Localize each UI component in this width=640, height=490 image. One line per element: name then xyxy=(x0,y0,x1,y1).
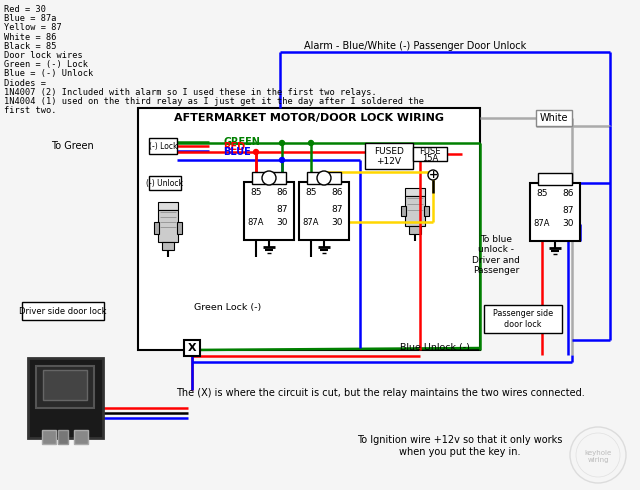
Text: To Green: To Green xyxy=(51,141,93,151)
Text: RED: RED xyxy=(223,142,245,152)
Bar xyxy=(538,173,572,185)
Text: (-) Unlock: (-) Unlock xyxy=(147,178,184,188)
Bar xyxy=(401,206,406,216)
Bar xyxy=(530,183,580,241)
Text: 86: 86 xyxy=(332,188,343,196)
Text: Blue Unlock (-): Blue Unlock (-) xyxy=(400,343,470,351)
Bar xyxy=(138,108,480,350)
Text: 85: 85 xyxy=(250,188,262,196)
Text: 87A: 87A xyxy=(248,218,264,226)
Text: first two.: first two. xyxy=(4,106,56,115)
Bar xyxy=(42,430,56,444)
Text: wiring: wiring xyxy=(588,457,609,463)
Bar xyxy=(177,222,182,234)
Bar xyxy=(154,222,159,234)
Bar xyxy=(536,110,572,126)
Circle shape xyxy=(280,141,285,146)
Text: BLUE: BLUE xyxy=(223,147,251,157)
Text: Green = (-) Lock: Green = (-) Lock xyxy=(4,60,88,69)
Bar xyxy=(149,138,177,154)
Bar xyxy=(252,172,286,184)
Text: Door lock wires: Door lock wires xyxy=(4,51,83,60)
Circle shape xyxy=(280,157,285,163)
Bar xyxy=(244,182,294,240)
Bar xyxy=(162,242,174,250)
Text: (-) Lock: (-) Lock xyxy=(148,142,177,150)
Bar xyxy=(158,210,178,242)
Circle shape xyxy=(317,171,331,185)
Text: 85: 85 xyxy=(305,188,317,196)
Bar xyxy=(158,202,178,210)
Text: Green Lock (-): Green Lock (-) xyxy=(195,302,262,312)
Bar xyxy=(43,370,87,400)
Bar xyxy=(22,302,104,320)
Text: +12V: +12V xyxy=(376,156,401,166)
Text: 15A: 15A xyxy=(422,153,438,163)
Text: 1N4004 (1) used on the third relay as I just get it the day after I soldered the: 1N4004 (1) used on the third relay as I … xyxy=(4,97,424,106)
Text: 30: 30 xyxy=(332,218,343,226)
Text: 1N4007 (2) Included with alarm so I used these in the first two relays.: 1N4007 (2) Included with alarm so I used… xyxy=(4,88,377,97)
Text: Blue = (-) Unlock: Blue = (-) Unlock xyxy=(4,70,93,78)
Text: 87: 87 xyxy=(332,204,343,214)
Text: keyhole: keyhole xyxy=(584,450,612,456)
Bar xyxy=(36,366,94,408)
Text: Yellow = 87: Yellow = 87 xyxy=(4,24,61,32)
Bar xyxy=(184,340,200,356)
Text: Blue = 87a: Blue = 87a xyxy=(4,14,56,23)
Text: To blue
unlock -
Driver and
Passenger: To blue unlock - Driver and Passenger xyxy=(472,235,520,275)
Text: 30: 30 xyxy=(563,219,573,227)
Bar xyxy=(413,147,447,161)
Bar xyxy=(28,358,103,438)
Bar xyxy=(58,430,68,444)
Bar xyxy=(405,188,425,196)
Text: FUSED: FUSED xyxy=(374,147,404,155)
Bar xyxy=(74,430,88,444)
Text: To Ignition wire +12v so that it only works
when you put the key in.: To Ignition wire +12v so that it only wo… xyxy=(357,435,563,457)
Bar xyxy=(299,182,349,240)
Text: Passenger side
door lock: Passenger side door lock xyxy=(493,309,553,329)
Text: White = 86: White = 86 xyxy=(4,33,56,42)
Bar xyxy=(405,196,425,226)
Text: Diodes =: Diodes = xyxy=(4,78,46,88)
Text: Black = 85: Black = 85 xyxy=(4,42,56,51)
Text: X: X xyxy=(188,343,196,353)
Bar xyxy=(307,172,341,184)
Circle shape xyxy=(308,141,314,146)
Text: 85: 85 xyxy=(536,189,548,197)
Text: 86: 86 xyxy=(563,189,573,197)
Text: The (X) is where the circuit is cut, but the relay maintains the two wires conne: The (X) is where the circuit is cut, but… xyxy=(175,388,584,398)
Text: Red = 30: Red = 30 xyxy=(4,5,46,14)
Bar xyxy=(409,226,421,234)
Text: 87: 87 xyxy=(276,204,288,214)
Text: White: White xyxy=(540,113,568,123)
Text: 87A: 87A xyxy=(303,218,319,226)
Text: 86: 86 xyxy=(276,188,288,196)
Text: 87: 87 xyxy=(563,205,573,215)
Circle shape xyxy=(253,149,259,154)
Text: 30: 30 xyxy=(276,218,288,226)
Text: 87A: 87A xyxy=(534,219,550,227)
Bar xyxy=(424,206,429,216)
Bar xyxy=(149,176,181,190)
Text: AFTERMARKET MOTOR/DOOR LOCK WIRING: AFTERMARKET MOTOR/DOOR LOCK WIRING xyxy=(174,113,444,123)
Text: +: + xyxy=(428,170,438,180)
Bar xyxy=(484,305,562,333)
Text: GREEN: GREEN xyxy=(223,137,260,147)
Circle shape xyxy=(262,171,276,185)
Text: FUSE: FUSE xyxy=(419,147,441,155)
Circle shape xyxy=(428,170,438,180)
Text: Driver side door lock: Driver side door lock xyxy=(19,307,107,316)
Text: Alarm - Blue/White (-) Passenger Door Unlock: Alarm - Blue/White (-) Passenger Door Un… xyxy=(304,41,526,51)
Bar xyxy=(365,143,413,169)
